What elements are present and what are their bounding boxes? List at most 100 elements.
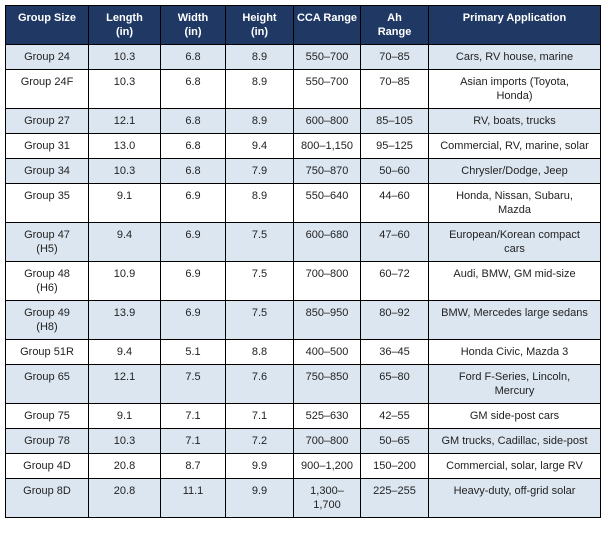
table-cell: 750–870 [293,158,361,184]
table-cell: 65–80 [360,364,429,404]
header-cell: Width (in) [160,5,226,45]
table-cell: 10.3 [88,69,161,109]
table-cell: Group 4D [5,453,89,479]
table-cell: 42–55 [360,403,429,429]
table-cell: European/Korean compact cars [428,222,601,262]
table-cell: 6.8 [160,69,226,109]
table-cell: 9.9 [225,478,294,518]
table-cell: 7.5 [225,300,294,340]
table-cell: 600–680 [293,222,361,262]
header-cell: Ah Range [360,5,429,45]
table-row: Group 8D 20.8 11.1 9.9 1,300– 1,700 225–255 He… [5,478,601,518]
table-cell: RV, boats, trucks [428,108,601,134]
table-row: Group 24 10.3 6.8 8.9 550–700 70–85 Cars, RV h… [5,44,601,70]
table-cell: 7.5 [225,222,294,262]
table-cell: 6.9 [160,300,226,340]
table-row: Group 78 10.3 7.1 7.2 700–800 50–65 GM trucks,… [5,428,601,454]
table-cell: 50–60 [360,158,429,184]
table-cell: 750–850 [293,364,361,404]
table-cell: 12.1 [88,364,161,404]
table-row: Group 65 12.1 7.5 7.6 750–850 65–80 Ford F-Ser… [5,364,601,404]
table-cell: 8.9 [225,108,294,134]
header-cell: Group Size [5,5,89,45]
table-row: Group 51R 9.4 5.1 8.8 400–500 36–45 Honda Civi… [5,339,601,365]
table-cell: 7.9 [225,158,294,184]
table-cell: Group 47 (H5) [5,222,89,262]
table-cell: Group 51R [5,339,89,365]
battery-group-table: Group Size Length (in) Width (in) Height (i… [5,5,601,518]
table-row: Group 31 13.0 6.8 9.4 800–1,150 95–125 Commerc… [5,133,601,159]
table-cell: 6.9 [160,183,226,223]
table-cell: 7.1 [160,403,226,429]
table-cell: 225–255 [360,478,429,518]
header-row: Group Size Length (in) Width (in) Height (i… [5,5,601,45]
table-cell: 5.1 [160,339,226,365]
table-cell: 7.5 [225,261,294,301]
table-cell: 10.3 [88,158,161,184]
table-cell: Chrysler/Dodge, Jeep [428,158,601,184]
table-cell: 6.8 [160,133,226,159]
table-cell: 8.7 [160,453,226,479]
table-cell: 10.9 [88,261,161,301]
table-cell: Group 35 [5,183,89,223]
table-cell: 525–630 [293,403,361,429]
table-cell: Heavy-duty, off-grid solar [428,478,601,518]
table-cell: Group 34 [5,158,89,184]
header-cell: Length (in) [88,5,161,45]
table-cell: Group 78 [5,428,89,454]
table-cell: 6.8 [160,44,226,70]
table-cell: 9.4 [225,133,294,159]
table-cell: Commercial, RV, marine, solar [428,133,601,159]
table-cell: 7.6 [225,364,294,404]
table-cell: 700–800 [293,261,361,301]
table-cell: 850–950 [293,300,361,340]
table-cell: Group 49 (H8) [5,300,89,340]
table-cell: 13.0 [88,133,161,159]
table-cell: GM trucks, Cadillac, side-post [428,428,601,454]
table-cell: 8.9 [225,69,294,109]
header-cell: Height (in) [225,5,294,45]
table-cell: 7.2 [225,428,294,454]
table-cell: 60–72 [360,261,429,301]
table-cell: 9.1 [88,403,161,429]
table-cell: 550–700 [293,69,361,109]
table-row: Group 27 12.1 6.8 8.9 600–800 85–105 RV, boats… [5,108,601,134]
table-cell: Group 8D [5,478,89,518]
table-cell: Honda, Nissan, Subaru, Mazda [428,183,601,223]
table-row: Group 75 9.1 7.1 7.1 525–630 42–55 GM side-pos… [5,403,601,429]
header-cell: Primary Application [428,5,601,45]
table-cell: 70–85 [360,69,429,109]
table-cell: Cars, RV house, marine [428,44,601,70]
table-cell: Group 31 [5,133,89,159]
table-cell: Audi, BMW, GM mid-size [428,261,601,301]
table-cell: 47–60 [360,222,429,262]
table-row: Group 48 (H6) 10.9 6.9 7.5 700–800 60–72 Audi,… [5,261,601,301]
table-cell: Group 65 [5,364,89,404]
table-cell: Group 48 (H6) [5,261,89,301]
table-row: Group 47 (H5) 9.4 6.9 7.5 600–680 47–60 Europe… [5,222,601,262]
table-row: Group 4D 20.8 8.7 9.9 900–1,200 150–200 Commer… [5,453,601,479]
table-cell: 9.1 [88,183,161,223]
table-cell: 700–800 [293,428,361,454]
table-cell: BMW, Mercedes large sedans [428,300,601,340]
table-cell: 6.9 [160,222,226,262]
table-cell: Group 27 [5,108,89,134]
table-cell: Group 24F [5,69,89,109]
table-cell: 20.8 [88,478,161,518]
table-cell: Asian imports (Toyota, Honda) [428,69,601,109]
table-row: Group 24F 10.3 6.8 8.9 550–700 70–85 Asian imp… [5,69,601,109]
table-cell: 150–200 [360,453,429,479]
table-cell: GM side-post cars [428,403,601,429]
table-cell: 44–60 [360,183,429,223]
table-cell: 7.1 [225,403,294,429]
table-cell: 1,300– 1,700 [293,478,361,518]
table-cell: 550–700 [293,44,361,70]
table-cell: Group 24 [5,44,89,70]
table-cell: 7.5 [160,364,226,404]
table-cell: 80–92 [360,300,429,340]
table-cell: Commercial, solar, large RV [428,453,601,479]
table-cell: 550–640 [293,183,361,223]
table-cell: 8.9 [225,183,294,223]
table-cell: 6.8 [160,108,226,134]
table-cell: 10.3 [88,428,161,454]
